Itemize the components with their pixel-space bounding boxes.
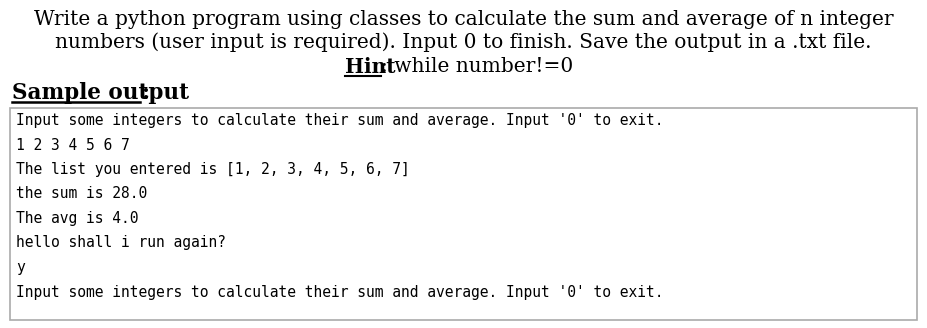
Text: :: : [142, 82, 150, 104]
Text: Sample output: Sample output [12, 82, 189, 104]
Bar [10, 108, 917, 320]
Text: hello shall i run again?: hello shall i run again? [16, 236, 226, 251]
Text: : while number!=0: : while number!=0 [381, 57, 573, 76]
Text: y: y [16, 260, 25, 275]
Text: Input some integers to calculate their sum and average. Input '0' to exit.: Input some integers to calculate their s… [16, 113, 664, 128]
Text: 1 2 3 4 5 6 7: 1 2 3 4 5 6 7 [16, 137, 130, 153]
Text: Input some integers to calculate their sum and average. Input '0' to exit.: Input some integers to calculate their s… [16, 284, 664, 299]
Text: numbers (user input is required). Input 0 to finish. Save the output in a .txt f: numbers (user input is required). Input … [56, 32, 871, 51]
Text: the sum is 28.0: the sum is 28.0 [16, 187, 147, 201]
Text: The list you entered is [1, 2, 3, 4, 5, 6, 7]: The list you entered is [1, 2, 3, 4, 5, … [16, 162, 410, 177]
Text: Write a python program using classes to calculate the sum and average of n integ: Write a python program using classes to … [33, 10, 894, 29]
Text: Hint: Hint [345, 57, 396, 77]
Text: The avg is 4.0: The avg is 4.0 [16, 211, 138, 226]
